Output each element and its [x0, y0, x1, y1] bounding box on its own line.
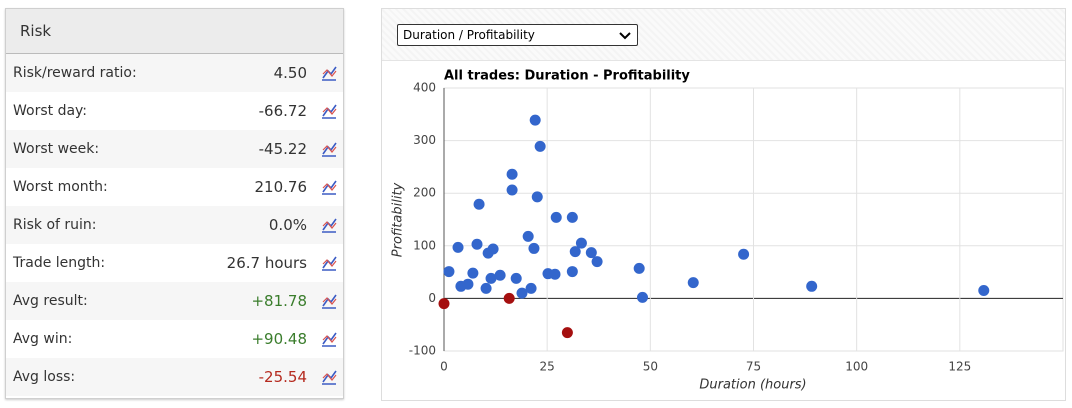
chart-icon[interactable]	[321, 141, 337, 157]
row-value: +81.78	[251, 292, 307, 310]
row-label: Worst week:	[13, 141, 100, 157]
row-value: 4.50	[273, 64, 307, 82]
x-tick-label: 100	[845, 360, 868, 374]
point	[591, 256, 603, 268]
point	[462, 278, 474, 290]
y-tick-label: 0	[428, 291, 436, 305]
point	[561, 327, 573, 339]
row-value: 210.76	[254, 178, 308, 196]
point	[633, 262, 645, 274]
y-tick-label: -100	[409, 344, 436, 358]
chart-icon[interactable]	[321, 293, 337, 309]
chart-icon[interactable]	[321, 331, 337, 347]
row-label: Risk/reward ratio:	[13, 65, 137, 81]
chart-icon[interactable]	[321, 65, 337, 81]
risk-row: Worst day: -66.72	[6, 92, 343, 130]
point	[473, 198, 485, 210]
y-tick-label: 400	[413, 81, 436, 95]
risk-row: Avg win: +90.48	[6, 320, 343, 358]
y-axis-label: Profitability	[391, 182, 406, 257]
risk-row: Worst week: -45.22	[6, 130, 343, 168]
chart-title: All trades: Duration - Profitability	[444, 69, 690, 84]
selected-option: Duration / Profitability	[403, 28, 535, 42]
point	[531, 191, 543, 203]
row-value: 0.0%	[268, 216, 307, 234]
row-value: 26.7 hours	[226, 254, 307, 272]
risk-row: Worst month: 210.76	[6, 168, 343, 206]
point	[575, 237, 587, 249]
risk-table: Risk/reward ratio: 4.50 Worst day: -66.72 Wo…	[6, 54, 343, 396]
point	[525, 282, 537, 294]
risk-row: Risk/reward ratio: 4.50	[6, 54, 343, 92]
panel-title: Risk	[6, 9, 343, 54]
risk-row: Trade length: 26.7 hours	[6, 244, 343, 282]
point	[534, 140, 546, 152]
point	[806, 280, 818, 292]
row-label: Trade length:	[13, 255, 106, 271]
point	[467, 267, 479, 279]
point	[978, 285, 990, 297]
row-value: -66.72	[258, 102, 307, 120]
toolbar: Duration / Profitability	[382, 9, 1065, 61]
point	[550, 211, 562, 223]
risk-row: Risk of ruin: 0.0%	[6, 206, 343, 244]
chart-icon[interactable]	[321, 217, 337, 233]
point	[506, 168, 518, 180]
x-tick-label: 25	[540, 360, 555, 374]
x-axis-label: Duration (hours)	[699, 378, 806, 393]
point	[471, 238, 483, 250]
point	[687, 277, 699, 289]
x-tick-label: 75	[746, 360, 761, 374]
point	[503, 292, 515, 304]
chart-selector[interactable]: Duration / Profitability	[397, 24, 638, 46]
point	[494, 269, 506, 281]
point	[516, 287, 528, 299]
row-label: Avg win:	[13, 331, 73, 347]
point	[443, 266, 455, 278]
point	[585, 247, 597, 259]
row-label: Risk of ruin:	[13, 217, 97, 233]
row-label: Worst day:	[13, 103, 88, 119]
x-tick-label: 125	[948, 360, 971, 374]
y-tick-label: 300	[413, 133, 436, 147]
chart-icon[interactable]	[321, 103, 337, 119]
point	[452, 241, 464, 253]
risk-panel: Risk Risk/reward ratio: 4.50 Worst day: -66…	[5, 8, 344, 399]
point	[738, 248, 750, 260]
chart: All trades: Duration - Profitability Dur…	[391, 69, 1064, 393]
chart-icon[interactable]	[321, 255, 337, 271]
row-label: Worst month:	[13, 179, 108, 195]
chart-icon[interactable]	[321, 179, 337, 195]
row-value: +90.48	[251, 330, 307, 348]
x-tick-label: 0	[440, 360, 448, 374]
point	[549, 268, 561, 280]
point	[528, 242, 540, 254]
dropdown-arrow	[619, 32, 631, 40]
row-value: -25.54	[258, 368, 307, 386]
point	[566, 266, 578, 278]
point	[506, 184, 518, 196]
point	[487, 243, 499, 255]
row-label: Avg result:	[13, 293, 88, 309]
point	[636, 291, 648, 303]
risk-row: Avg result: +81.78	[6, 282, 343, 320]
point	[522, 230, 534, 242]
y-tick-label: 100	[413, 238, 436, 252]
point	[480, 282, 492, 294]
risk-row: Avg loss: -25.54	[6, 358, 343, 396]
chart-icon[interactable]	[321, 369, 337, 385]
row-value: -45.22	[258, 140, 307, 158]
point	[438, 298, 450, 310]
point	[510, 272, 522, 284]
point	[485, 272, 497, 284]
y-tick-label: 200	[413, 186, 436, 200]
point	[566, 211, 578, 223]
point	[529, 114, 541, 126]
x-tick-label: 50	[643, 360, 658, 374]
row-label: Avg loss:	[13, 369, 76, 385]
point	[569, 246, 581, 258]
